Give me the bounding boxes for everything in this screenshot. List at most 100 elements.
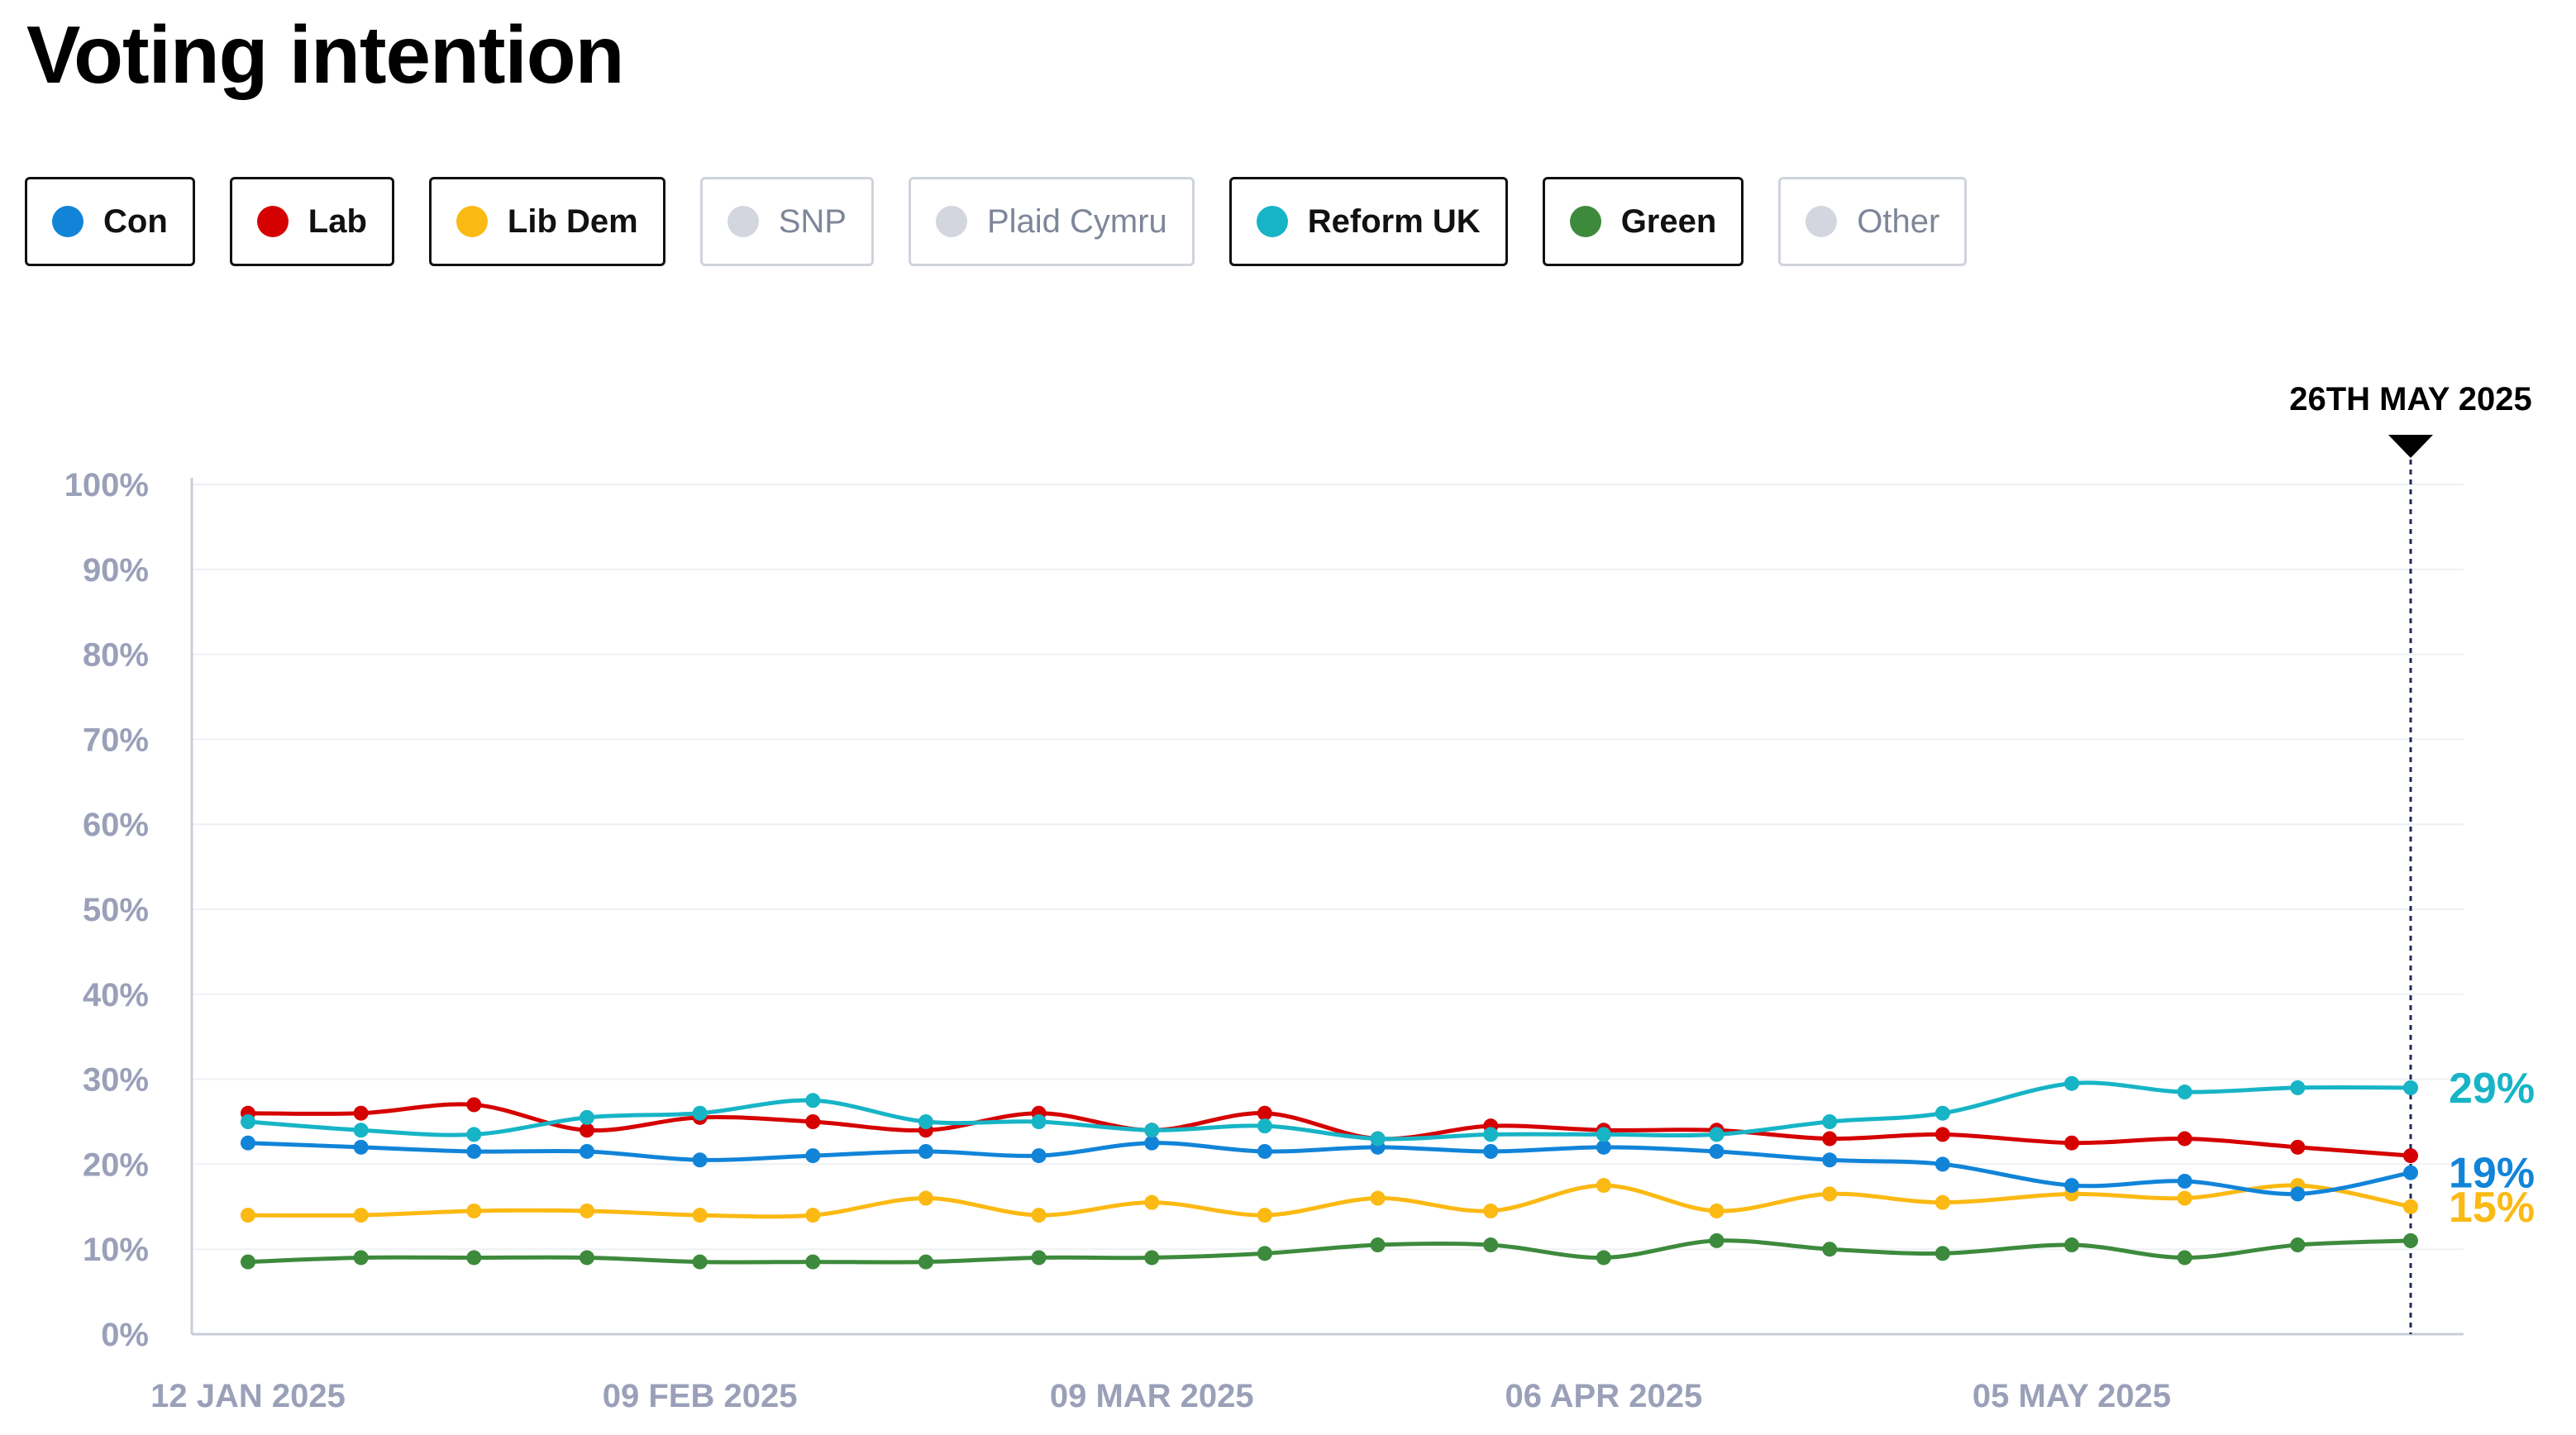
data-point-reform-uk [2290, 1080, 2306, 1095]
data-point-reform-uk [2403, 1080, 2418, 1095]
y-tick-label: 100% [64, 467, 149, 503]
data-point-con [2177, 1173, 2192, 1189]
data-point-lib-dem [1031, 1208, 1047, 1223]
lib-dem-color-dot-icon [456, 206, 488, 237]
y-tick-label: 40% [83, 977, 149, 1013]
data-point-con [1709, 1143, 1724, 1159]
data-point-lab [2290, 1139, 2306, 1155]
data-point-lab [1822, 1131, 1838, 1147]
y-tick-label: 70% [83, 722, 149, 758]
data-point-lab [805, 1114, 821, 1129]
data-point-reform-uk [1144, 1123, 1160, 1138]
data-point-lib-dem [579, 1203, 594, 1218]
data-point-green [579, 1250, 594, 1266]
y-tick-label: 60% [83, 807, 149, 843]
data-point-con [1822, 1152, 1838, 1168]
data-point-green [1144, 1250, 1160, 1266]
data-point-green [918, 1254, 933, 1270]
data-point-lib-dem [1934, 1194, 1950, 1210]
chart-series [241, 1075, 2418, 1270]
snp-color-dot-icon [727, 206, 759, 237]
data-point-green [805, 1254, 821, 1270]
data-point-lib-dem [353, 1208, 369, 1223]
x-tick-label: 09 MAR 2025 [1050, 1378, 1254, 1414]
data-point-lib-dem [1257, 1208, 1272, 1223]
series-lab [241, 1097, 2418, 1164]
y-tick-label: 80% [83, 637, 149, 674]
data-point-reform-uk [1934, 1105, 1950, 1121]
legend-toggle-lib-dem[interactable]: Lib Dem [428, 177, 665, 266]
data-point-lib-dem [918, 1190, 933, 1206]
data-point-con [2064, 1178, 2080, 1194]
data-point-lib-dem [241, 1208, 255, 1223]
data-point-green [466, 1250, 482, 1266]
data-point-lab [1257, 1105, 1272, 1121]
data-point-lab [353, 1105, 369, 1121]
legend-toggle-lab[interactable]: Lab [229, 177, 394, 266]
data-point-con [918, 1143, 933, 1159]
x-tick-label: 05 MAY 2025 [1973, 1378, 2171, 1414]
data-point-green [1370, 1237, 1386, 1253]
y-tick-label: 50% [83, 892, 149, 928]
data-point-green [353, 1250, 369, 1266]
data-point-reform-uk [1257, 1118, 1272, 1134]
y-tick-label: 20% [83, 1147, 149, 1183]
marker-down-triangle-icon [2388, 435, 2433, 458]
x-tick-label: 06 APR 2025 [1505, 1378, 1703, 1414]
data-point-green [1483, 1237, 1499, 1253]
series-con [241, 1135, 2418, 1202]
data-point-reform-uk [1822, 1114, 1838, 1129]
data-point-lib-dem [2403, 1199, 2418, 1214]
data-point-con [805, 1148, 821, 1164]
data-point-lib-dem [1822, 1186, 1838, 1202]
series-reform-uk [241, 1075, 2418, 1147]
data-point-lib-dem [1483, 1203, 1499, 1218]
data-point-lib-dem [466, 1203, 482, 1218]
series-green [241, 1232, 2418, 1270]
data-point-con [241, 1135, 255, 1151]
legend-toggle-snp[interactable]: SNP [699, 177, 874, 266]
series-line-lib-dem [247, 1183, 2411, 1219]
lab-color-dot-icon [256, 206, 289, 237]
data-point-con [1144, 1135, 1160, 1151]
data-point-green [1934, 1246, 1950, 1261]
series-line-reform-uk [247, 1080, 2411, 1142]
chart-gridlines [192, 484, 2464, 1251]
green-color-dot-icon [1569, 206, 1601, 237]
legend-toggle-green[interactable]: Green [1542, 177, 1744, 266]
legend-toggle-other[interactable]: Other [1778, 177, 1968, 266]
series-line-lab [247, 1102, 2411, 1158]
x-tick-label: 12 JAN 2025 [150, 1378, 346, 1414]
end-label-con: 19% [2449, 1150, 2535, 1198]
reform-uk-color-dot-icon [1256, 206, 1288, 237]
data-point-lib-dem [1596, 1178, 1611, 1194]
data-point-lab [2177, 1131, 2192, 1147]
data-point-con [1596, 1139, 1611, 1155]
data-point-green [2177, 1250, 2192, 1266]
chart-axes [190, 478, 2464, 1336]
legend-label-snp: SNP [778, 203, 847, 240]
legend-label-other: Other [1857, 203, 1940, 240]
legend-toggle-plaid-cymru[interactable]: Plaid Cymru [908, 177, 1195, 266]
data-point-reform-uk [241, 1114, 255, 1129]
data-point-green [241, 1254, 255, 1270]
data-point-con [2290, 1186, 2306, 1202]
legend-toggle-reform-uk[interactable]: Reform UK [1228, 177, 1508, 266]
data-point-reform-uk [2064, 1075, 2080, 1091]
data-point-con [466, 1143, 482, 1159]
data-point-green [1257, 1246, 1272, 1261]
con-color-dot-icon [52, 206, 83, 237]
data-point-reform-uk [1370, 1131, 1386, 1147]
legend-toggle-con[interactable]: Con [25, 177, 195, 266]
marker-date-label: 26TH MAY 2025 [2289, 381, 2532, 417]
data-point-reform-uk [353, 1123, 369, 1138]
data-point-green [1031, 1250, 1047, 1266]
data-point-lib-dem [2177, 1190, 2192, 1206]
y-tick-label: 30% [83, 1062, 149, 1099]
data-point-con [1031, 1148, 1047, 1164]
data-point-green [1709, 1232, 1724, 1248]
data-point-reform-uk [1483, 1127, 1499, 1142]
data-point-con [2403, 1165, 2418, 1180]
data-point-reform-uk [805, 1093, 821, 1108]
data-point-con [1257, 1143, 1272, 1159]
